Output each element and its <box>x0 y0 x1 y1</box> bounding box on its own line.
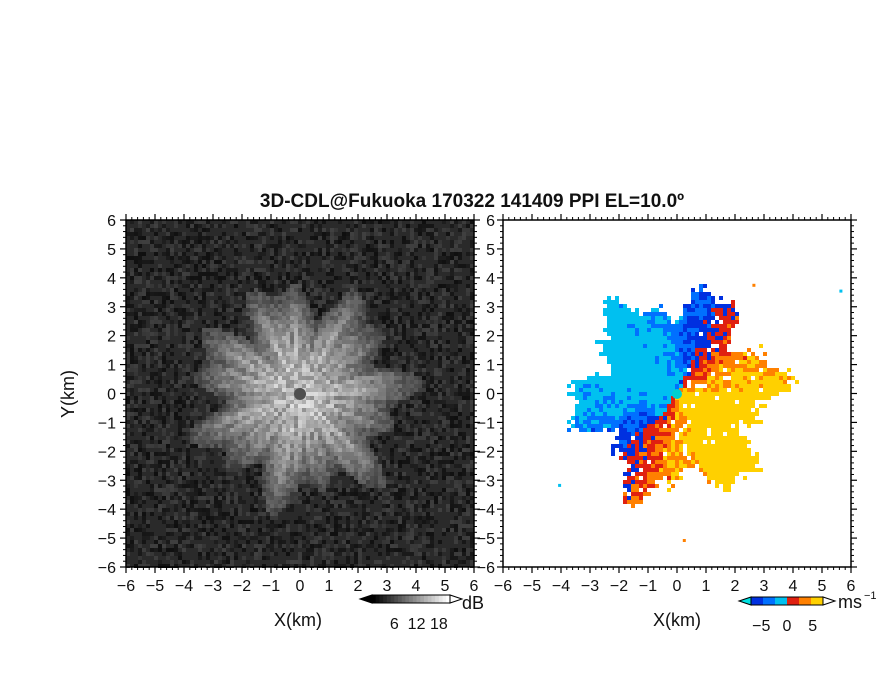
x-tick-label: −1 <box>262 578 280 595</box>
x-tick-label: 0 <box>296 578 305 595</box>
y-tick-label: −6 <box>477 560 495 577</box>
x-tick-label: −5 <box>523 578 541 595</box>
x-tick-label: 6 <box>847 578 856 595</box>
y-tick-label: −4 <box>477 502 495 519</box>
x-tick-label: 4 <box>412 578 421 595</box>
y-tick-label: 2 <box>107 329 116 346</box>
colorbar-tick-label: 6 <box>390 616 399 633</box>
reflectivity-heatmap <box>126 220 474 568</box>
y-tick-label: −3 <box>98 473 116 490</box>
colorbar-tick-label: 0 <box>783 618 792 635</box>
colorbar-unit: ms <box>838 592 862 612</box>
chart-title: 3D-CDL@Fukuoka 170322 141409 PPI EL=10.0… <box>260 191 684 212</box>
x-tick-label: 0 <box>673 578 682 595</box>
y-tick-label: −5 <box>477 531 495 548</box>
x-tick-label: 1 <box>325 578 334 595</box>
x-tick-label: −4 <box>175 578 193 595</box>
y-tick-label: 3 <box>107 300 116 317</box>
x-tick-label: 4 <box>789 578 798 595</box>
reflectivity-y-axis-title: Y(km) <box>58 370 78 418</box>
y-tick-label: −2 <box>477 444 495 461</box>
y-tick-label: 1 <box>107 358 116 375</box>
x-tick-label: −2 <box>610 578 628 595</box>
x-tick-label: 3 <box>760 578 769 595</box>
y-tick-label: 3 <box>486 300 495 317</box>
velocity-colorbar: −5 0 5 ms −1 <box>737 590 877 635</box>
x-tick-label: 1 <box>702 578 711 595</box>
velocity-heatmap <box>503 220 851 567</box>
colorbar-max-extend <box>449 594 464 604</box>
x-tick-label: −4 <box>552 578 570 595</box>
radar-center-marker <box>294 388 306 400</box>
y-tick-label: 0 <box>107 387 116 404</box>
y-tick-label: 6 <box>486 213 495 230</box>
y-tick-label: −4 <box>98 502 116 519</box>
x-tick-label: −6 <box>494 578 512 595</box>
x-tick-label: −6 <box>117 578 135 595</box>
colorbar-tick-label: −5 <box>752 618 770 635</box>
y-tick-label: 5 <box>486 242 495 259</box>
x-tick-label: −3 <box>204 578 222 595</box>
y-tick-label: 5 <box>107 242 116 259</box>
reflectivity-ticks: −6 −5 −4 −3 −2 −1 0 1 2 3 4 5 6 6 5 4 3 2 1 0 −1 −2 −3 −4 −5 −6 <box>98 213 480 595</box>
colorbar-min-extend <box>358 594 373 604</box>
y-tick-label: −1 <box>98 415 116 432</box>
y-tick-label: −5 <box>98 531 116 548</box>
y-tick-label: −2 <box>98 444 116 461</box>
colorbar-tick-label: 12 <box>408 616 426 633</box>
colorbar-tick-label: 5 <box>808 618 817 635</box>
colorbar-min-extend <box>737 596 752 606</box>
y-tick-label: 4 <box>107 271 116 288</box>
x-tick-label: −1 <box>639 578 657 595</box>
colorbar-max-extend <box>822 596 837 606</box>
colorbar-unit-superscript: −1 <box>864 590 877 602</box>
y-tick-label: 2 <box>486 329 495 346</box>
y-tick-label: −3 <box>477 473 495 490</box>
y-tick-label: −6 <box>98 560 116 577</box>
reflectivity-colorbar: 6 12 18 dB <box>358 593 484 633</box>
reflectivity-x-axis-title: X(km) <box>274 610 322 630</box>
velocity-panel: −6 −5 −4 −3 −2 −1 0 1 2 3 4 5 6 6 5 4 3 2 1 0 −1 −2 −3 −4 −5 −6 X… <box>477 213 877 635</box>
x-tick-label: −3 <box>581 578 599 595</box>
x-tick-label: 3 <box>383 578 392 595</box>
y-tick-label: 4 <box>486 271 495 288</box>
x-tick-label: 5 <box>441 578 450 595</box>
y-tick-label: 1 <box>486 358 495 375</box>
radar-center-marker <box>672 389 682 399</box>
x-tick-label: 5 <box>818 578 827 595</box>
y-tick-label: −1 <box>477 415 495 432</box>
colorbar-unit: dB <box>462 593 484 613</box>
velocity-ticks: −6 −5 −4 −3 −2 −1 0 1 2 3 4 5 6 6 5 4 3 2 1 0 −1 −2 −3 −4 −5 −6 <box>477 213 857 595</box>
x-tick-label: −5 <box>146 578 164 595</box>
x-tick-label: 2 <box>354 578 363 595</box>
y-tick-label: 6 <box>107 213 116 230</box>
x-tick-label: 6 <box>470 578 479 595</box>
y-tick-label: 0 <box>486 387 495 404</box>
colorbar-tick-label: 18 <box>430 616 448 633</box>
x-tick-label: 2 <box>731 578 740 595</box>
x-tick-label: −2 <box>233 578 251 595</box>
velocity-x-axis-title: X(km) <box>653 610 701 630</box>
